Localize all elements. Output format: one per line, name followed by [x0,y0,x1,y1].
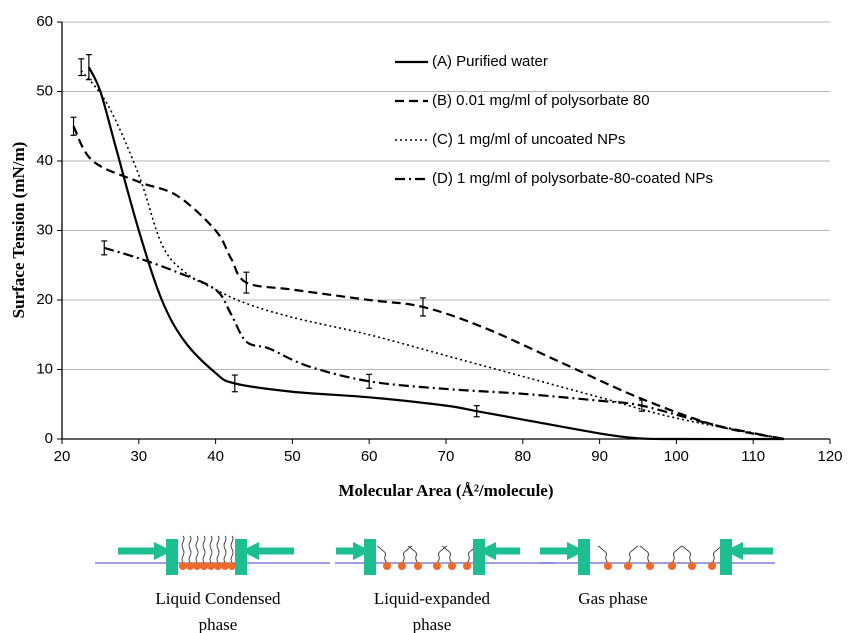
lipid-head [193,562,201,570]
error-bar [473,405,480,418]
error-bar [243,271,250,294]
lipid-head [214,562,222,570]
error-bar [70,116,77,136]
legend-label: (A) Purified water [432,53,548,70]
error-bar [231,374,238,393]
lipid-tail [181,535,185,564]
phase-schematic: Liquid Condensed phase Liquid-expanded phas… [95,535,775,633]
barrier [473,539,485,575]
lipid-tail [711,545,723,564]
barrier [235,539,247,575]
lipid-head [228,562,236,570]
x-tick-label: 50 [284,448,301,465]
data-line [80,70,785,440]
lipid-tail [209,535,213,564]
lipid-head [186,562,194,570]
y-tick-label: 20 [36,291,53,308]
x-axis-title: Molecular Area (Å²/molecule) [338,481,553,500]
phase-label: Liquid Condensed [155,589,281,608]
error-bar [85,54,92,81]
lipid-head [668,562,676,570]
data-line [87,66,784,441]
phase-label: Liquid-expanded [374,589,491,608]
lipid-head [708,562,716,570]
x-tick-label: 100 [664,448,689,465]
y-axis-title: Surface Tension (mN/m) [9,142,28,319]
x-tick-label: 120 [817,448,842,465]
barrier [720,539,732,575]
lipid-tail [230,535,234,564]
lipid-head [207,562,215,570]
y-tick-label: 0 [45,430,53,447]
y-tick-label: 30 [36,221,53,238]
legend-label: (C) 1 mg/ml of uncoated NPs [432,131,625,148]
y-tick-label: 50 [36,82,53,99]
lipid-tail [671,545,683,564]
lipid-head [414,562,422,570]
x-tick-label: 90 [591,448,608,465]
y-tick-label: 10 [36,360,53,377]
lipid-head [646,562,654,570]
legend-label: (D) 1 mg/ml of polysorbate-80-coated NPs [432,170,713,187]
lipid-head [624,562,632,570]
lipid-tail [195,535,199,564]
x-tick-label: 30 [130,448,147,465]
lipid-tail [407,545,419,564]
error-bar [638,399,645,412]
y-tick-label: 40 [36,152,53,169]
lipid-head [463,562,471,570]
x-tick-label: 60 [361,448,378,465]
x-tick-label: 80 [514,448,531,465]
lipid-tail [216,535,220,564]
lipid-tail [597,545,609,564]
lipid-head [221,562,229,570]
x-tick-label: 20 [54,448,71,465]
lipid-tail [681,545,693,564]
y-tick-label: 60 [36,13,53,30]
lipid-tail [223,535,227,564]
lipid-head [448,562,456,570]
lipid-head [383,562,391,570]
lipid-head [688,562,696,570]
x-tick-label: 70 [438,448,455,465]
phase-label: phase [199,615,238,633]
lipid-tail [202,535,206,564]
error-bar [78,58,85,77]
x-tick-label: 40 [207,448,224,465]
data-line [103,246,785,441]
barrier [364,539,376,575]
lipid-tail [441,545,453,564]
lipid-head [433,562,441,570]
phase-label: phase [413,615,452,633]
lipid-head [604,562,612,570]
lipid-tail [376,545,388,564]
barrier [166,539,178,575]
error-bar [366,373,373,389]
x-tick-label: 110 [741,448,765,465]
legend-label: (B) 0.01 mg/ml of polysorbate 80 [432,92,650,109]
error-bar [419,297,426,317]
data-line [72,125,785,441]
lipid-tail [188,535,192,564]
lipid-tail [639,545,651,564]
barrier [578,539,590,575]
lipid-head [398,562,406,570]
lipid-tail [627,545,639,564]
error-bar [101,240,108,256]
lipid-tail [401,545,413,564]
lipid-head [200,562,208,570]
lipid-head [179,562,187,570]
phase-label: Gas phase [578,589,647,608]
